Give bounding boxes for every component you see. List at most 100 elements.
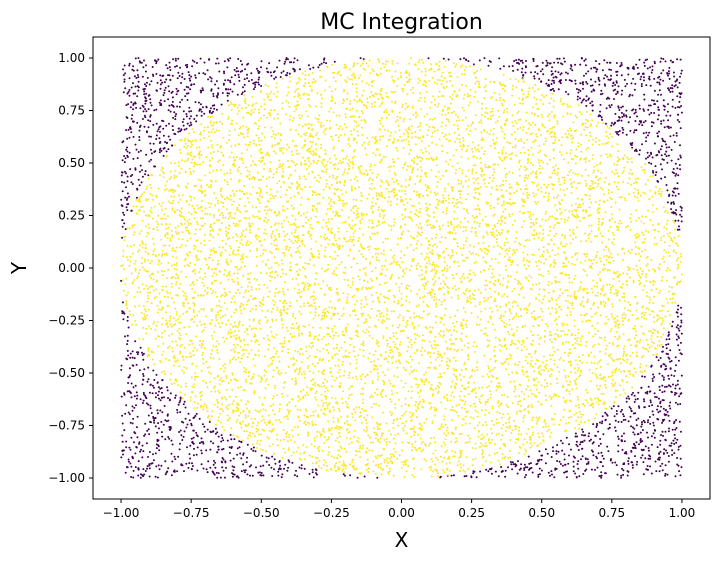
data-point-inside	[573, 319, 576, 322]
data-point-inside	[564, 300, 567, 302]
data-point-inside	[485, 201, 488, 204]
data-point-outside	[120, 279, 123, 282]
data-point-inside	[374, 365, 377, 368]
data-point-inside	[167, 346, 169, 349]
data-point-inside	[222, 202, 225, 204]
data-point-outside	[680, 332, 683, 335]
data-point-inside	[361, 246, 364, 249]
data-point-outside	[670, 374, 673, 377]
data-point-inside	[220, 251, 223, 254]
data-point-inside	[456, 198, 459, 201]
data-point-outside	[188, 462, 191, 465]
data-point-outside	[125, 440, 128, 443]
data-point-inside	[336, 402, 339, 405]
data-point-inside	[409, 198, 412, 201]
data-point-inside	[322, 464, 325, 467]
data-point-outside	[653, 392, 656, 395]
data-point-inside	[431, 460, 434, 463]
data-point-inside	[326, 119, 328, 122]
data-point-outside	[660, 93, 662, 96]
data-point-inside	[529, 302, 531, 305]
data-point-inside	[400, 379, 403, 382]
data-point-inside	[629, 303, 632, 306]
data-point-inside	[379, 128, 382, 131]
data-point-outside	[442, 57, 445, 60]
data-point-inside	[642, 333, 645, 336]
data-point-inside	[317, 404, 320, 407]
data-point-inside	[376, 198, 379, 201]
data-point-outside	[679, 403, 682, 405]
data-point-inside	[484, 166, 487, 169]
data-point-inside	[543, 420, 546, 423]
data-point-inside	[450, 347, 453, 350]
data-point-inside	[410, 125, 413, 128]
data-point-inside	[232, 326, 235, 328]
data-point-inside	[313, 302, 316, 304]
data-point-outside	[658, 397, 660, 400]
data-point-inside	[189, 237, 192, 240]
data-point-inside	[408, 62, 411, 65]
data-point-outside	[579, 90, 582, 92]
data-point-inside	[466, 95, 469, 98]
data-point-inside	[420, 169, 423, 172]
data-point-outside	[162, 134, 165, 137]
data-point-inside	[300, 214, 303, 217]
data-point-inside	[580, 150, 583, 153]
data-point-inside	[571, 262, 573, 265]
data-point-inside	[540, 384, 543, 387]
data-point-inside	[313, 445, 316, 448]
data-point-outside	[608, 426, 611, 429]
data-point-inside	[617, 326, 620, 329]
data-point-inside	[222, 205, 225, 208]
data-point-outside	[589, 84, 592, 87]
data-point-inside	[355, 377, 358, 380]
data-point-inside	[608, 283, 611, 286]
data-point-inside	[438, 79, 441, 82]
data-point-inside	[419, 124, 422, 127]
data-point-outside	[655, 470, 658, 473]
data-point-outside	[611, 122, 613, 124]
data-point-inside	[664, 315, 667, 318]
data-point-inside	[324, 378, 327, 381]
data-point-inside	[434, 273, 437, 276]
data-point-inside	[355, 83, 358, 86]
data-point-inside	[220, 151, 223, 154]
data-point-inside	[560, 98, 563, 100]
data-point-inside	[627, 250, 630, 252]
data-point-inside	[465, 289, 467, 292]
data-point-inside	[430, 226, 433, 229]
data-point-inside	[200, 346, 203, 349]
data-point-outside	[123, 312, 126, 315]
data-point-inside	[465, 326, 468, 329]
data-point-inside	[468, 290, 470, 293]
data-point-outside	[670, 442, 673, 445]
data-point-inside	[501, 394, 503, 396]
data-point-inside	[519, 400, 522, 403]
data-point-outside	[210, 112, 213, 115]
data-point-inside	[491, 96, 494, 99]
data-point-inside	[269, 279, 272, 282]
data-point-inside	[425, 123, 428, 126]
data-point-inside	[440, 359, 443, 362]
data-point-inside	[518, 210, 521, 213]
data-point-inside	[483, 251, 486, 254]
data-point-outside	[152, 386, 155, 389]
data-point-outside	[124, 87, 127, 90]
data-point-inside	[351, 296, 354, 298]
data-point-inside	[449, 399, 452, 402]
data-point-inside	[222, 380, 225, 383]
data-point-inside	[281, 323, 284, 326]
data-point-outside	[155, 73, 158, 75]
data-point-outside	[162, 423, 165, 426]
data-point-inside	[239, 242, 242, 245]
data-point-inside	[616, 320, 619, 323]
data-point-inside	[424, 74, 427, 77]
data-point-inside	[309, 185, 312, 188]
data-point-outside	[613, 415, 616, 418]
data-point-inside	[456, 137, 458, 140]
data-point-inside	[201, 278, 204, 281]
data-point-inside	[255, 430, 258, 433]
data-point-inside	[637, 192, 640, 195]
data-point-inside	[460, 332, 463, 335]
data-point-inside	[313, 355, 316, 358]
